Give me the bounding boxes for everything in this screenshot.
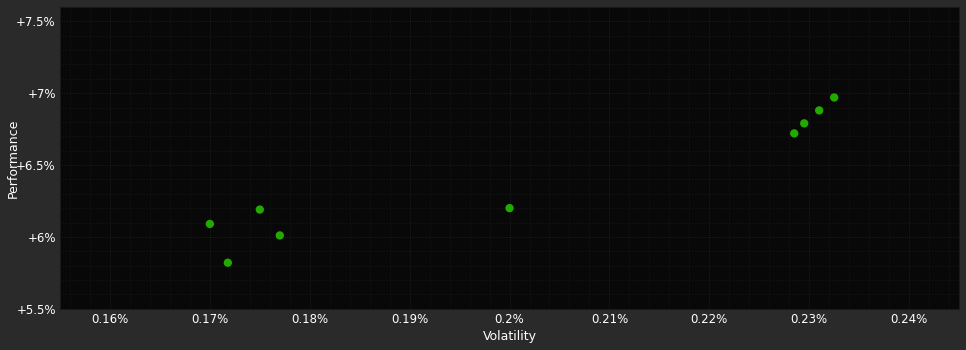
- Point: [786, 131, 802, 136]
- Point: [220, 260, 236, 266]
- Point: [501, 205, 517, 211]
- Y-axis label: Performance: Performance: [7, 118, 20, 197]
- Point: [811, 107, 827, 113]
- X-axis label: Volatility: Volatility: [483, 330, 536, 343]
- Point: [252, 207, 268, 212]
- Point: [797, 120, 812, 126]
- Point: [202, 221, 217, 227]
- Point: [272, 233, 288, 238]
- Point: [827, 95, 842, 100]
